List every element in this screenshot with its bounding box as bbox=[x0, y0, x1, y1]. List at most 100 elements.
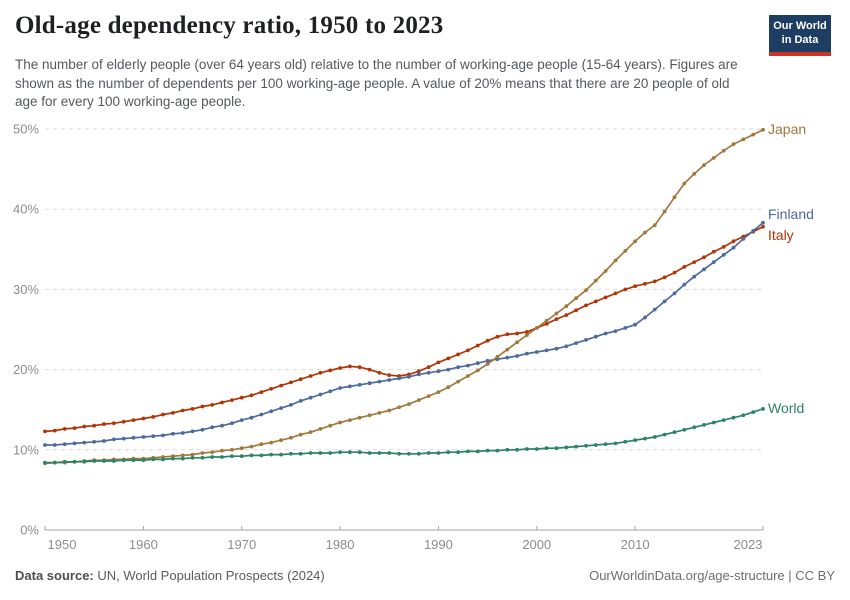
data-point[interactable] bbox=[613, 441, 618, 446]
data-point[interactable] bbox=[407, 374, 411, 379]
data-point[interactable] bbox=[367, 413, 372, 418]
data-point[interactable] bbox=[308, 395, 313, 400]
data-point[interactable] bbox=[269, 409, 274, 414]
data-point[interactable] bbox=[495, 334, 500, 339]
data-point[interactable] bbox=[52, 443, 57, 447]
data-point[interactable] bbox=[623, 287, 628, 292]
data-point[interactable] bbox=[603, 269, 608, 273]
data-point[interactable] bbox=[711, 420, 716, 425]
data-point[interactable] bbox=[554, 311, 559, 316]
data-point[interactable] bbox=[367, 381, 372, 386]
data-point[interactable] bbox=[564, 445, 569, 450]
data-point[interactable] bbox=[574, 296, 578, 301]
series-label-japan[interactable]: Japan bbox=[768, 121, 806, 137]
data-point[interactable] bbox=[102, 422, 106, 426]
data-point[interactable] bbox=[672, 291, 677, 296]
data-point[interactable] bbox=[475, 361, 480, 366]
data-point[interactable] bbox=[239, 395, 244, 400]
data-point[interactable] bbox=[357, 450, 362, 455]
data-point[interactable] bbox=[190, 455, 195, 460]
data-point[interactable] bbox=[249, 444, 254, 449]
data-point[interactable] bbox=[702, 267, 706, 272]
data-point[interactable] bbox=[111, 459, 116, 463]
data-point[interactable] bbox=[554, 346, 559, 351]
data-point[interactable] bbox=[682, 181, 687, 186]
data-point[interactable] bbox=[525, 330, 529, 334]
data-point[interactable] bbox=[613, 329, 618, 333]
data-point[interactable] bbox=[574, 308, 578, 313]
data-point[interactable] bbox=[180, 453, 185, 458]
data-point[interactable] bbox=[426, 370, 431, 375]
data-point[interactable] bbox=[456, 365, 460, 370]
data-point[interactable] bbox=[525, 351, 529, 356]
data-point[interactable] bbox=[111, 421, 116, 426]
data-point[interactable] bbox=[348, 418, 352, 422]
data-point[interactable] bbox=[505, 355, 510, 360]
data-point[interactable] bbox=[416, 451, 421, 456]
data-point[interactable] bbox=[603, 295, 608, 300]
data-point[interactable] bbox=[239, 454, 244, 459]
data-point[interactable] bbox=[308, 374, 313, 378]
data-point[interactable] bbox=[92, 459, 97, 463]
data-point[interactable] bbox=[239, 418, 244, 422]
data-point[interactable] bbox=[515, 354, 519, 358]
data-point[interactable] bbox=[574, 444, 578, 449]
data-point[interactable] bbox=[62, 427, 67, 431]
data-point[interactable] bbox=[377, 379, 382, 384]
data-point[interactable] bbox=[633, 239, 637, 244]
data-point[interactable] bbox=[515, 447, 519, 452]
data-point[interactable] bbox=[593, 278, 598, 283]
footer-citation-link[interactable]: OurWorldinData.org/age-structure | CC BY bbox=[589, 568, 835, 583]
data-point[interactable] bbox=[436, 369, 441, 374]
data-point[interactable] bbox=[613, 258, 618, 263]
data-point[interactable] bbox=[161, 412, 165, 417]
data-point[interactable] bbox=[574, 341, 578, 345]
data-point[interactable] bbox=[200, 451, 205, 455]
data-point[interactable] bbox=[298, 451, 303, 456]
data-point[interactable] bbox=[584, 303, 588, 308]
data-point[interactable] bbox=[289, 435, 293, 440]
data-point[interactable] bbox=[210, 455, 215, 459]
data-point[interactable] bbox=[318, 370, 323, 375]
data-point[interactable] bbox=[495, 354, 500, 359]
data-point[interactable] bbox=[603, 331, 608, 336]
data-point[interactable] bbox=[220, 423, 224, 428]
data-point[interactable] bbox=[751, 410, 756, 414]
data-point[interactable] bbox=[692, 260, 697, 264]
data-point[interactable] bbox=[190, 429, 195, 434]
data-point[interactable] bbox=[141, 458, 146, 463]
data-point[interactable] bbox=[672, 430, 677, 435]
data-point[interactable] bbox=[259, 442, 264, 447]
data-point[interactable] bbox=[210, 450, 215, 455]
data-point[interactable] bbox=[72, 459, 77, 464]
data-point[interactable] bbox=[416, 369, 421, 374]
data-point[interactable] bbox=[593, 334, 598, 339]
data-point[interactable] bbox=[544, 322, 549, 326]
data-point[interactable] bbox=[436, 451, 441, 455]
data-point[interactable] bbox=[682, 282, 687, 287]
data-point[interactable] bbox=[377, 451, 382, 455]
data-point[interactable] bbox=[62, 459, 67, 464]
data-point[interactable] bbox=[210, 403, 215, 407]
data-point[interactable] bbox=[446, 385, 451, 390]
data-point[interactable] bbox=[751, 229, 756, 233]
data-point[interactable] bbox=[416, 398, 421, 402]
data-point[interactable] bbox=[259, 453, 264, 458]
data-point[interactable] bbox=[682, 265, 687, 269]
data-point[interactable] bbox=[407, 451, 411, 456]
data-point[interactable] bbox=[328, 451, 333, 455]
data-point[interactable] bbox=[426, 365, 431, 370]
data-point[interactable] bbox=[613, 291, 618, 296]
data-point[interactable] bbox=[761, 127, 765, 132]
data-point[interactable] bbox=[279, 452, 283, 457]
data-point[interactable] bbox=[200, 427, 205, 432]
data-point[interactable] bbox=[151, 457, 156, 462]
data-point[interactable] bbox=[259, 412, 264, 417]
data-point[interactable] bbox=[554, 446, 559, 451]
data-point[interactable] bbox=[190, 407, 195, 411]
data-point[interactable] bbox=[584, 443, 588, 448]
data-point[interactable] bbox=[52, 428, 57, 433]
data-point[interactable] bbox=[397, 405, 401, 410]
data-point[interactable] bbox=[731, 415, 736, 420]
data-point[interactable] bbox=[298, 432, 303, 437]
